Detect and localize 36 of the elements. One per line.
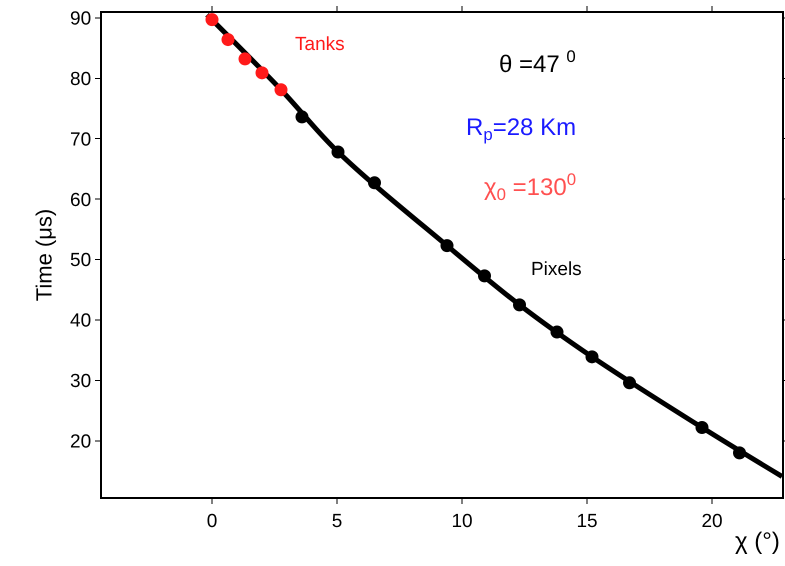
series-label: Tanks <box>295 34 345 55</box>
annotation: χ$_{0}$ =130$^{0}$ <box>484 170 576 204</box>
y-tick-label: 90 <box>70 8 92 30</box>
annotation: R$_{p}$=28 Km <box>466 114 576 144</box>
point <box>238 52 252 66</box>
point <box>274 83 288 96</box>
point <box>206 13 218 26</box>
point <box>256 66 268 80</box>
point <box>733 446 746 460</box>
y-axis-title: Time (μs) <box>31 208 56 302</box>
point <box>513 298 526 312</box>
point <box>586 350 598 364</box>
x-axis-title: χ (°) <box>735 528 780 555</box>
point <box>623 376 636 390</box>
y-tick-label: 30 <box>70 371 92 392</box>
y-tick-label: 20 <box>70 431 92 452</box>
point <box>296 110 308 124</box>
point <box>222 33 234 46</box>
x-tick-label: 5 <box>332 510 342 532</box>
y-tick-label: 70 <box>70 129 92 150</box>
point <box>550 326 564 339</box>
y-tick-label: 60 <box>70 190 92 211</box>
point <box>440 239 454 252</box>
point <box>368 176 381 190</box>
point <box>696 421 708 434</box>
point <box>478 269 491 282</box>
y-tick-label: 40 <box>70 310 92 332</box>
y-tick-label: 50 <box>70 250 92 272</box>
point <box>332 145 344 158</box>
x-tick-label: 20 <box>701 510 723 532</box>
x-tick-label: 15 <box>576 510 598 532</box>
x-tick-label: 0 <box>206 510 218 532</box>
series-label: Pixels <box>531 259 582 280</box>
y-tick-label: 80 <box>70 68 92 90</box>
annotation: θ =47 $^{0}$ <box>499 47 576 78</box>
x-tick-label: 10 <box>451 510 473 532</box>
